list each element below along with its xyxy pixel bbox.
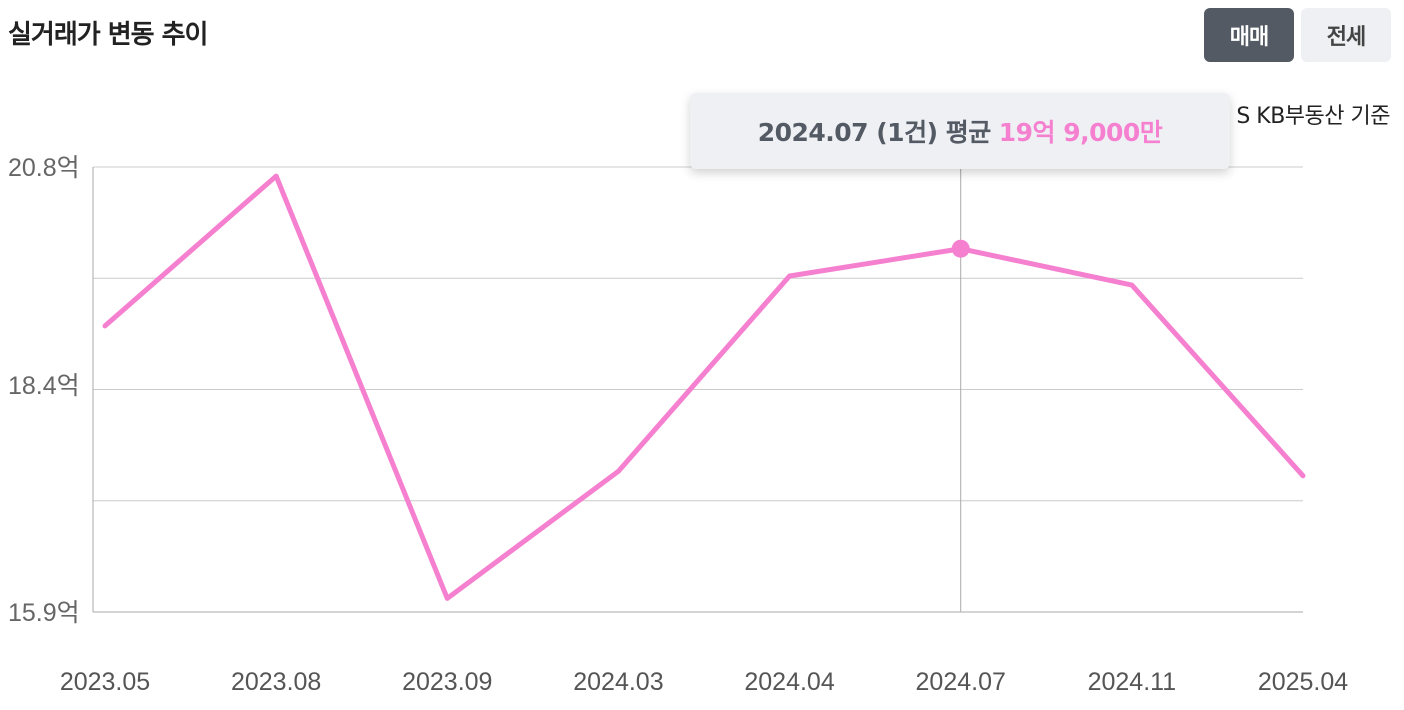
highlighted-data-point: [951, 239, 970, 258]
sale-toggle-button[interactable]: 매매: [1204, 8, 1294, 62]
y-tick-label: 15.9억: [8, 599, 80, 627]
tooltip-average-price: 19억 9,000만: [998, 118, 1163, 147]
x-tick-label: 2023.09: [402, 668, 492, 696]
x-tick-label: 2024.07: [916, 668, 1006, 696]
price-series-line: [102, 173, 1306, 601]
x-tick-label: 2023.08: [231, 668, 321, 696]
jeonse-toggle-button[interactable]: 전세: [1301, 8, 1391, 62]
x-tick-label: 2025.04: [1258, 668, 1348, 696]
y-tick-label: 18.4억: [8, 372, 80, 400]
y-tick-label: 20.8억: [8, 154, 80, 182]
chart-tooltip: 2024.07 (1건) 평균 19억 9,000만: [690, 93, 1230, 169]
x-tick-label: 2024.04: [744, 668, 834, 696]
chart-title: 실거래가 변동 추이: [8, 20, 208, 50]
x-tick-label: 2024.11: [1088, 668, 1177, 696]
data-source-label: S KB부동산 기준: [1236, 104, 1390, 129]
x-tick-label: 2024.03: [573, 668, 663, 696]
tooltip-period: 2024.07 (1건) 평균: [757, 118, 992, 147]
x-tick-label: 2023.05: [60, 668, 150, 696]
